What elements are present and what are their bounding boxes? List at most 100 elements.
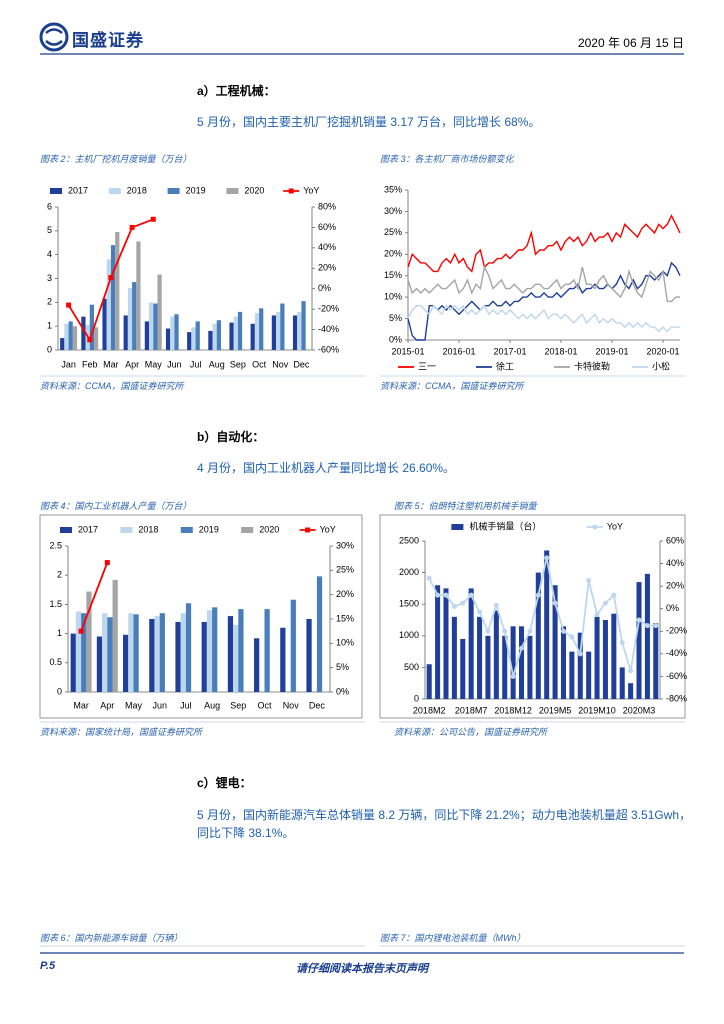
line-marker <box>544 555 550 561</box>
bar <box>271 315 277 350</box>
line-marker <box>519 645 525 651</box>
tick-label: 2 <box>57 570 62 580</box>
legend-label: 卡特彼勒 <box>574 360 610 371</box>
tick-label: 0% <box>389 334 402 344</box>
bar <box>123 634 129 692</box>
x-tick-label: 2018M12 <box>494 705 532 715</box>
bar <box>159 613 165 692</box>
bar <box>216 320 221 350</box>
bar <box>544 550 550 699</box>
bar <box>292 315 298 350</box>
line-marker <box>569 634 575 640</box>
line-marker <box>577 651 583 657</box>
line-series <box>407 264 680 303</box>
bar <box>64 323 69 350</box>
line-series <box>428 557 656 677</box>
x-tick-label: Mar <box>73 700 89 710</box>
line-marker <box>502 628 508 634</box>
line-marker <box>78 628 84 634</box>
line-marker <box>451 603 457 609</box>
legend-swatch <box>305 527 311 533</box>
figure-title: 图表 7：国内锂电池装机量（MWh） <box>380 933 526 943</box>
bar <box>259 308 264 350</box>
line-marker <box>552 600 558 606</box>
bar <box>60 338 65 350</box>
legend-swatch <box>60 527 72 533</box>
bar <box>175 621 181 692</box>
tick-label: -80% <box>666 693 687 703</box>
bar <box>208 330 213 350</box>
tick-label: -20% <box>318 304 339 314</box>
tick-label: 10% <box>384 292 402 302</box>
tick-label: 10% <box>336 638 354 648</box>
bar <box>136 241 141 350</box>
tick-label: 1 <box>47 321 52 331</box>
tick-label: 2 <box>47 297 52 307</box>
tick-label: 20% <box>666 581 684 591</box>
tick-label: -60% <box>318 344 339 354</box>
tick-label: 0% <box>336 686 349 696</box>
tick-label: 0 <box>414 693 419 703</box>
legend-swatch <box>180 527 193 533</box>
x-tick-label: 2019M5 <box>539 705 572 715</box>
report-date: 2020 年 06 月 15 日 <box>577 36 684 50</box>
bar <box>535 572 541 699</box>
bar <box>72 326 78 350</box>
bar <box>560 626 566 699</box>
bar <box>110 245 116 350</box>
bar <box>254 638 260 692</box>
bar <box>174 314 179 350</box>
tick-label: 5 <box>47 225 52 235</box>
line-marker <box>628 668 634 674</box>
legend-label: YoY <box>607 521 623 531</box>
x-tick-label: Sep <box>230 359 246 369</box>
bar <box>112 579 118 692</box>
logo-text: 国盛证券 <box>72 31 144 50</box>
bar <box>502 635 508 699</box>
bar <box>149 619 155 692</box>
bar <box>185 603 192 692</box>
legend-swatch <box>241 527 254 533</box>
tick-label: 1000 <box>399 630 419 640</box>
bar <box>644 573 650 699</box>
legend-label: 2020 <box>244 185 264 195</box>
x-tick-label: Jan <box>61 359 76 369</box>
tick-label: 60% <box>318 222 336 232</box>
bar <box>187 332 192 350</box>
bar <box>264 609 270 692</box>
tick-label: 30% <box>384 206 402 216</box>
figure-title: 图表 4：国内工业机器人产量（万台） <box>40 501 192 511</box>
legend-swatch <box>592 524 598 530</box>
tick-label: 5% <box>336 662 349 672</box>
line-marker <box>108 274 114 280</box>
bar <box>133 614 139 692</box>
legend-label: 机械手销量（台） <box>469 520 541 531</box>
line-marker <box>87 337 93 343</box>
x-tick-label: 2015-01 <box>391 346 424 356</box>
figure-source: 资料来源：CCMA，国盛证券研究所 <box>40 381 184 391</box>
line-marker <box>535 592 541 598</box>
bar <box>276 311 281 350</box>
bar <box>280 627 286 692</box>
line-marker <box>150 216 156 222</box>
tick-label: 25% <box>336 565 354 575</box>
line-marker <box>594 611 600 617</box>
tick-label: 2.5 <box>49 540 62 550</box>
bar <box>81 316 86 350</box>
section-heading: b）自动化： <box>197 430 265 444</box>
bar <box>250 323 255 350</box>
line-marker <box>443 592 449 598</box>
bar <box>233 624 239 692</box>
line-series <box>407 304 680 333</box>
bar <box>212 323 217 350</box>
line-marker <box>485 628 491 634</box>
line-marker <box>493 602 499 608</box>
x-tick-label: 2018M7 <box>455 705 488 715</box>
bar <box>577 632 583 699</box>
x-tick-label: 2020M3 <box>623 705 656 715</box>
legend-label: 2018 <box>138 524 158 534</box>
bar <box>153 303 158 350</box>
line-series <box>407 214 681 273</box>
bar <box>280 303 285 350</box>
bar <box>123 315 128 350</box>
